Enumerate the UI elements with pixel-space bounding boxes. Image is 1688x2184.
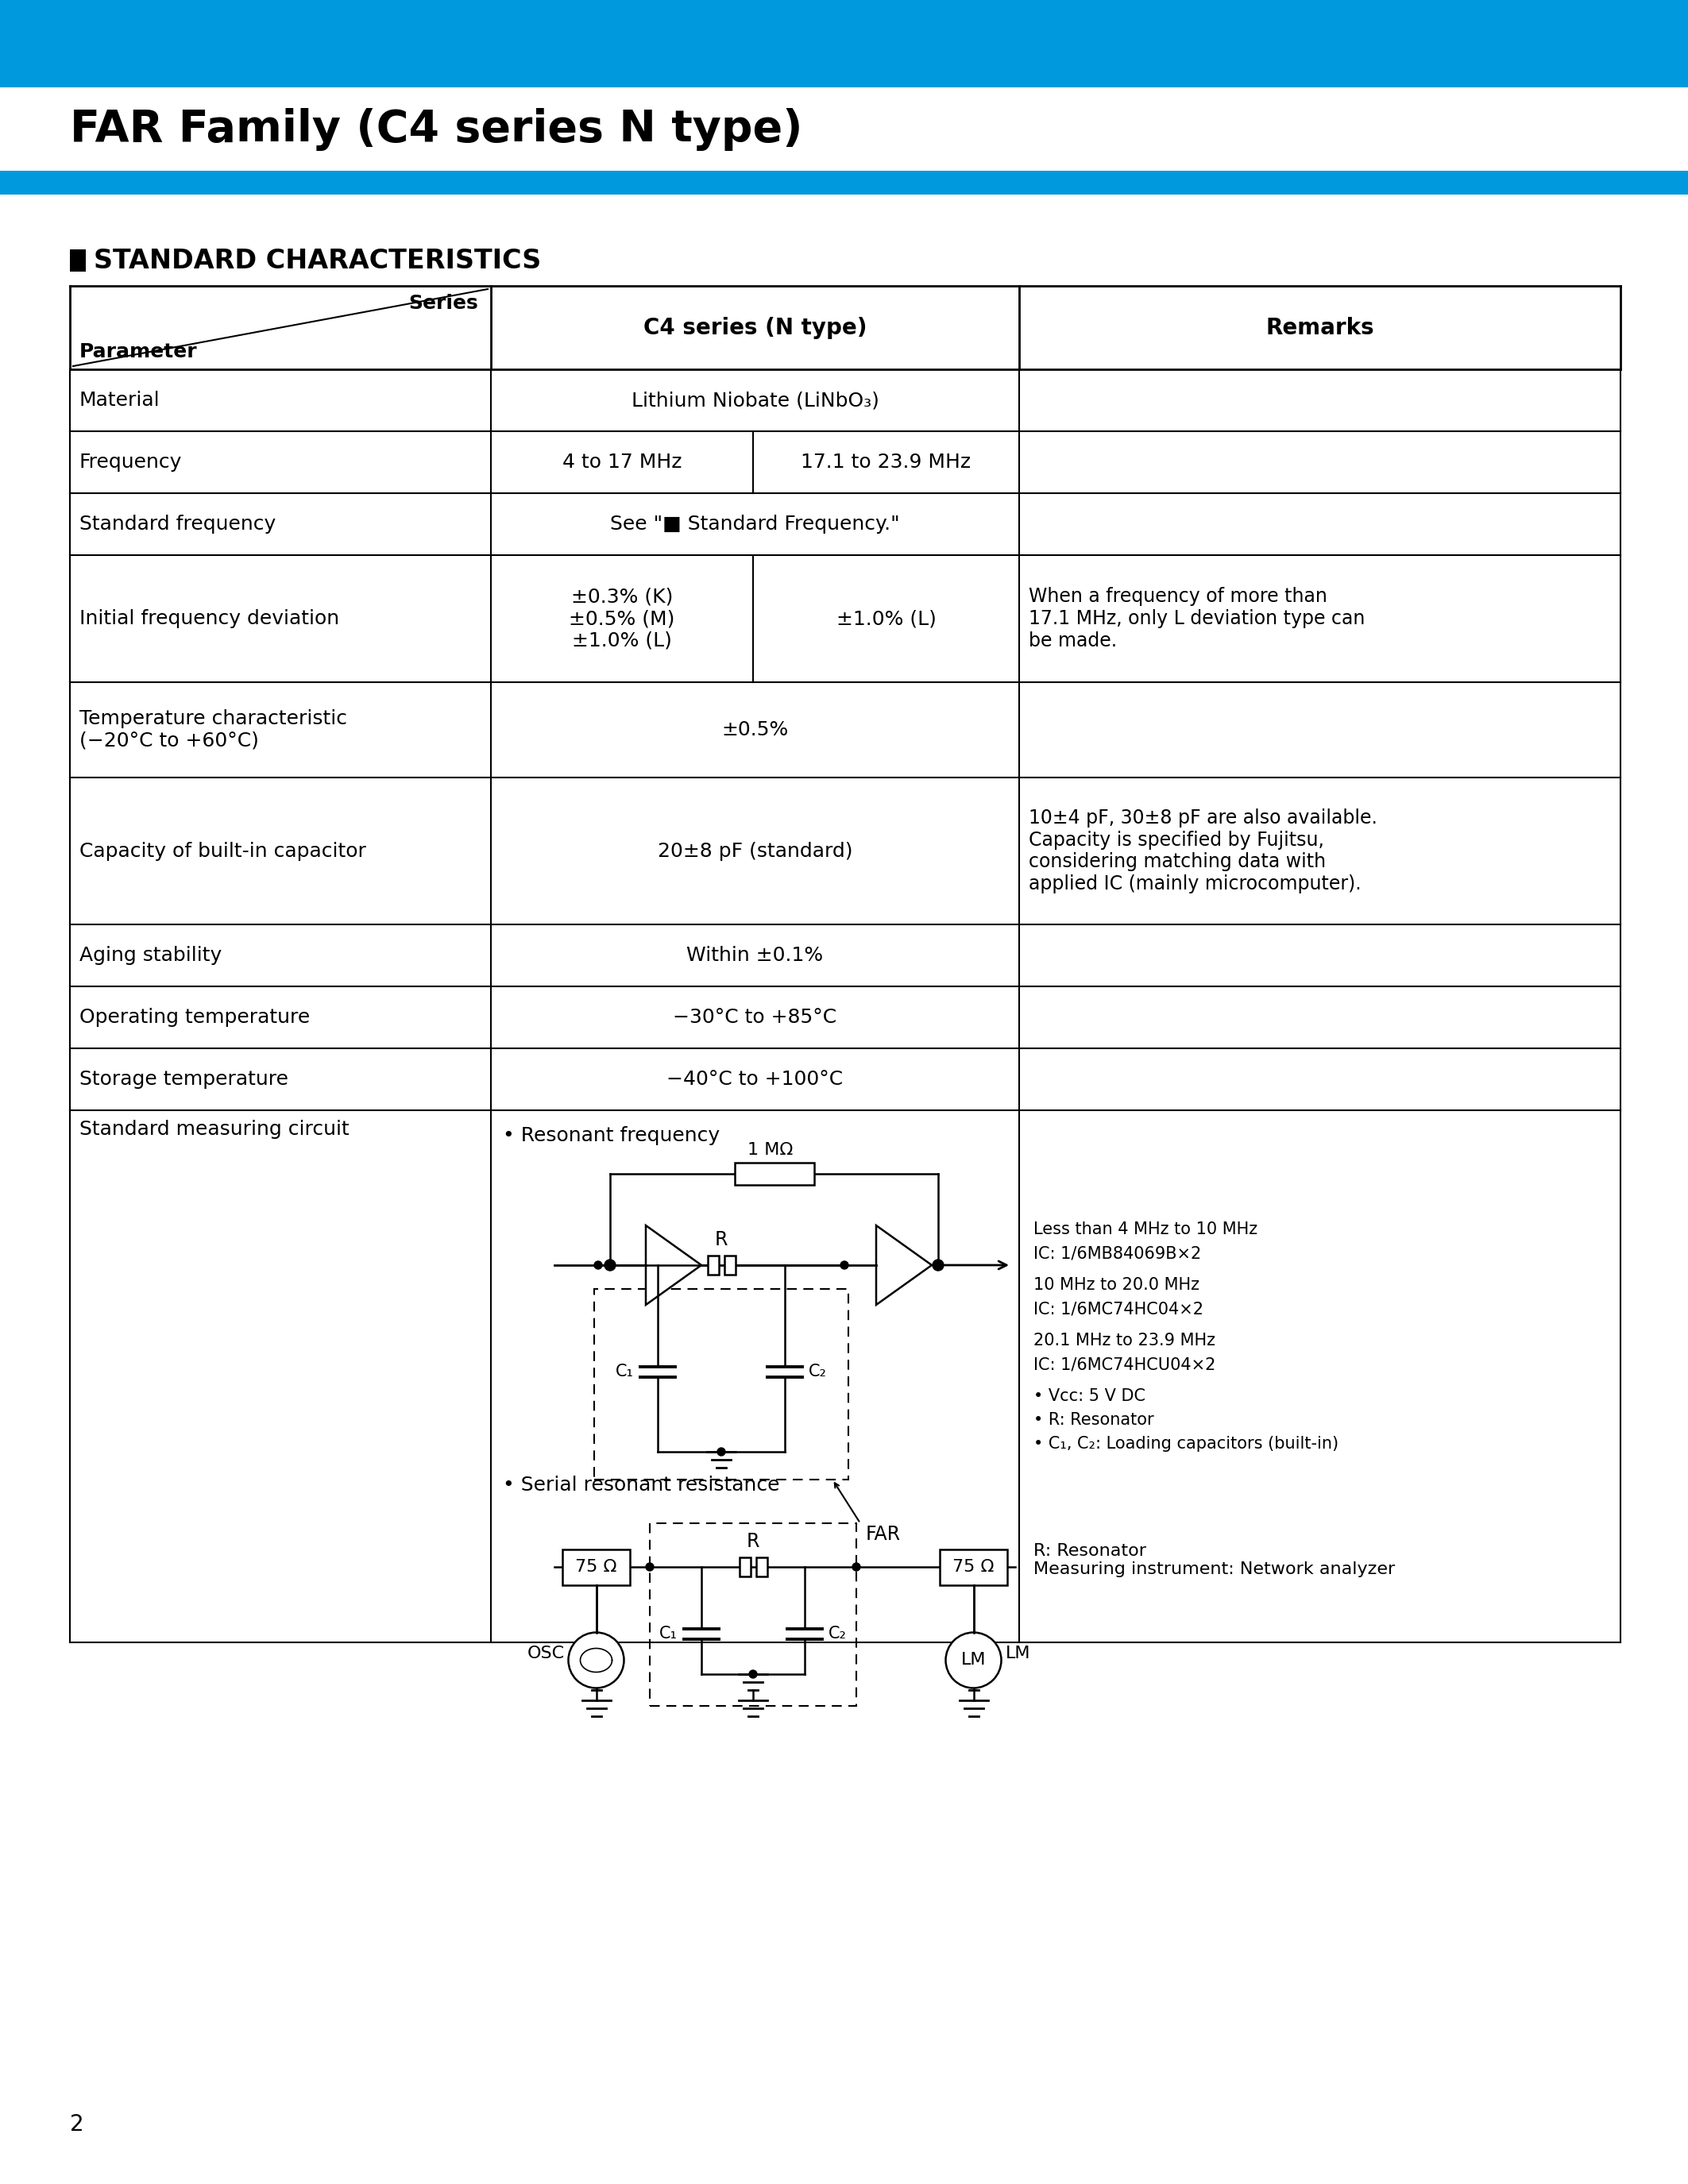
Bar	[594, 1289, 849, 1479]
Bar	[69, 286, 1620, 369]
Text: Series: Series	[408, 295, 478, 312]
Bar	[69, 924, 1620, 987]
Bar	[707, 1256, 719, 1275]
Bar	[739, 1557, 749, 1577]
Text: 10±4 pF, 30±8 pF are also available.
Capacity is specified by Fujitsu,
consideri: 10±4 pF, 30±8 pF are also available. Cap…	[1028, 808, 1377, 893]
Text: See "■ Standard Frequency.": See "■ Standard Frequency."	[611, 515, 900, 533]
Circle shape	[852, 1564, 861, 1570]
Text: C₂: C₂	[829, 1625, 847, 1642]
Text: 4 to 17 MHz: 4 to 17 MHz	[562, 452, 682, 472]
Text: Standard measuring circuit: Standard measuring circuit	[79, 1120, 349, 1138]
Polygon shape	[876, 1225, 932, 1304]
Circle shape	[945, 1631, 1001, 1688]
Text: 75 Ω: 75 Ω	[576, 1559, 618, 1575]
Text: Within ±0.1%: Within ±0.1%	[687, 946, 824, 965]
Bar	[0, 0, 1688, 87]
Text: Operating temperature: Operating temperature	[79, 1007, 311, 1026]
Text: Frequency: Frequency	[79, 452, 182, 472]
Text: Standard frequency: Standard frequency	[79, 515, 275, 533]
Bar	[69, 1048, 1620, 1109]
Text: ±0.3% (K)
±0.5% (M)
±1.0% (L): ±0.3% (K) ±0.5% (M) ±1.0% (L)	[569, 587, 675, 651]
Text: 10 MHz to 20.0 MHz: 10 MHz to 20.0 MHz	[1033, 1278, 1200, 1293]
Text: Aging stability: Aging stability	[79, 946, 221, 965]
Text: Storage temperature: Storage temperature	[79, 1070, 289, 1090]
Circle shape	[749, 1671, 756, 1677]
Text: Initial frequency deviation: Initial frequency deviation	[79, 609, 339, 629]
Text: 75 Ω: 75 Ω	[952, 1559, 994, 1575]
Text: • C₁, C₂: Loading capacitors (built-in): • C₁, C₂: Loading capacitors (built-in)	[1033, 1435, 1339, 1452]
Circle shape	[717, 1448, 726, 1457]
Bar	[69, 249, 86, 271]
Circle shape	[569, 1631, 625, 1688]
Text: 20.1 MHz to 23.9 MHz: 20.1 MHz to 23.9 MHz	[1033, 1332, 1215, 1348]
Text: ±1.0% (L): ±1.0% (L)	[836, 609, 937, 629]
Text: −30°C to +85°C: −30°C to +85°C	[674, 1007, 837, 1026]
Text: C₁: C₁	[616, 1363, 635, 1380]
Bar	[69, 987, 1620, 1048]
Text: Capacity of built-in capacitor: Capacity of built-in capacitor	[79, 841, 366, 860]
Bar	[734, 1162, 814, 1186]
Text: 2: 2	[69, 2114, 84, 2136]
Text: ±0.5%: ±0.5%	[721, 721, 788, 740]
Bar	[0, 170, 1688, 194]
Circle shape	[604, 1260, 616, 1271]
Text: 20±8 pF (standard): 20±8 pF (standard)	[658, 841, 852, 860]
Text: IC: 1/6MB84069B×2: IC: 1/6MB84069B×2	[1033, 1245, 1202, 1260]
Text: −40°C to +100°C: −40°C to +100°C	[667, 1070, 844, 1090]
Bar	[756, 1557, 766, 1577]
Text: R: R	[714, 1230, 728, 1249]
Text: R: R	[746, 1531, 760, 1551]
Text: • Vcc: 5 V DC: • Vcc: 5 V DC	[1033, 1389, 1146, 1404]
Bar	[69, 778, 1620, 924]
Text: When a frequency of more than
17.1 MHz, only L deviation type can
be made.: When a frequency of more than 17.1 MHz, …	[1028, 587, 1366, 651]
Text: • Serial resonant resistance: • Serial resonant resistance	[503, 1476, 780, 1494]
Bar	[940, 1548, 1008, 1586]
Text: • Resonant frequency: • Resonant frequency	[503, 1127, 719, 1144]
Text: Parameter: Parameter	[79, 343, 197, 360]
Bar	[650, 1522, 856, 1706]
Text: Temperature characteristic
(−20°C to +60°C): Temperature characteristic (−20°C to +60…	[79, 710, 348, 751]
Bar	[69, 681, 1620, 778]
Text: LM: LM	[960, 1653, 986, 1669]
Text: Less than 4 MHz to 10 MHz: Less than 4 MHz to 10 MHz	[1033, 1221, 1258, 1238]
Text: IC: 1/6MC74HC04×2: IC: 1/6MC74HC04×2	[1033, 1302, 1204, 1317]
Text: Material: Material	[79, 391, 160, 411]
Text: IC: 1/6MC74HCU04×2: IC: 1/6MC74HCU04×2	[1033, 1356, 1215, 1372]
Text: 1 MΩ: 1 MΩ	[748, 1142, 793, 1158]
Text: C₂: C₂	[809, 1363, 827, 1380]
Polygon shape	[647, 1225, 702, 1304]
Circle shape	[647, 1564, 653, 1570]
Bar	[724, 1256, 736, 1275]
Bar	[69, 555, 1620, 681]
Circle shape	[932, 1260, 944, 1271]
Text: C4 series (N type): C4 series (N type)	[643, 317, 868, 339]
Circle shape	[841, 1260, 849, 1269]
Text: STANDARD CHARACTERISTICS: STANDARD CHARACTERISTICS	[95, 247, 542, 273]
Text: 17.1 to 23.9 MHz: 17.1 to 23.9 MHz	[802, 452, 971, 472]
Circle shape	[594, 1260, 603, 1269]
Text: C₁: C₁	[660, 1625, 677, 1642]
Bar	[69, 494, 1620, 555]
Text: LM: LM	[1006, 1647, 1030, 1662]
Text: FAR: FAR	[866, 1524, 901, 1544]
Text: • R: Resonator: • R: Resonator	[1033, 1413, 1155, 1428]
Text: Remarks: Remarks	[1266, 317, 1374, 339]
Bar	[69, 369, 1620, 430]
Bar	[69, 430, 1620, 494]
Bar	[69, 1109, 1620, 1642]
Text: R: Resonator
Measuring instrument: Network analyzer: R: Resonator Measuring instrument: Netwo…	[1033, 1544, 1394, 1577]
Text: Lithium Niobate (LiNbO₃): Lithium Niobate (LiNbO₃)	[631, 391, 879, 411]
Text: OSC: OSC	[527, 1647, 564, 1662]
Text: FAR Family (C4 series N type): FAR Family (C4 series N type)	[69, 107, 803, 151]
Bar	[562, 1548, 630, 1586]
